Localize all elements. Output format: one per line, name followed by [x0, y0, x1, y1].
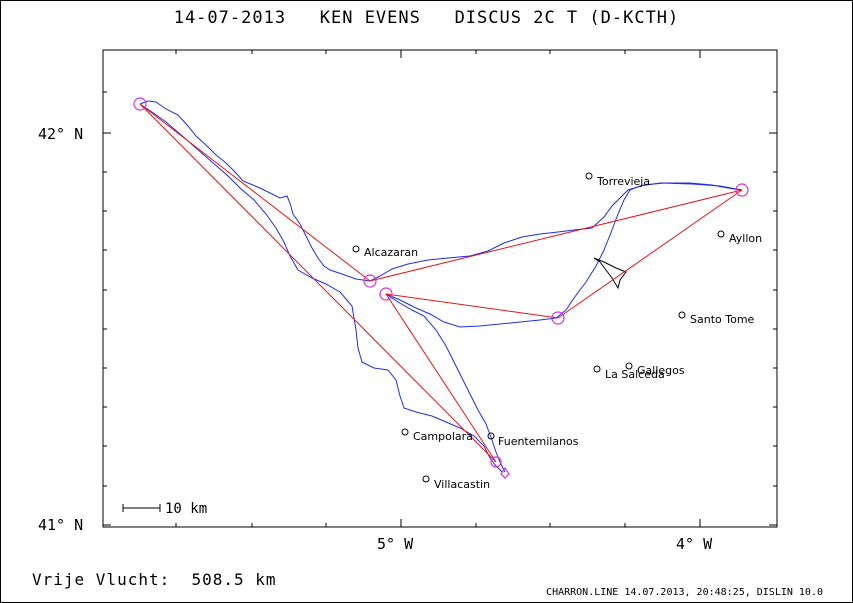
town-dot [585, 172, 593, 180]
town-label: Gallegos [637, 364, 685, 377]
town-label: Campolara [413, 430, 473, 443]
y-label-42n: 42° N [38, 125, 83, 143]
town-dot [422, 475, 430, 483]
town-markers: Torrevieja Alcazaran Ayllon Santo Tome G… [352, 172, 762, 491]
plot-border [102, 49, 778, 528]
town-label: Torrevieja [596, 175, 650, 188]
flight-track-descent [385, 293, 506, 473]
y-label-41n: 41° N [38, 516, 83, 534]
turnpoint-marker [379, 287, 393, 301]
turnpoint-marker [490, 456, 502, 468]
town-dot [678, 311, 686, 319]
x-label-4w: 4° W [676, 535, 713, 553]
credit-line: CHARRON.LINE 14.07.2013, 20:48:25, DISLI… [546, 587, 823, 598]
town-dot [717, 230, 725, 238]
town-label: Ayllon [729, 232, 762, 245]
town-dot [352, 245, 360, 253]
turnpoint-marker [133, 97, 147, 111]
free-flight-distance: Vrije Vlucht: 508.5 km [32, 570, 277, 589]
town-label: Villacastin [434, 478, 490, 491]
flight-track-outbound [139, 103, 503, 473]
turnpoint-marker [735, 183, 749, 197]
scale-bar-label: 10 km [165, 501, 207, 517]
town-dot [487, 432, 495, 440]
task-route [139, 103, 743, 463]
x-label-5w: 5° W [377, 535, 414, 553]
town-label: Fuentemilanos [498, 435, 579, 448]
turnpoint-markers [133, 97, 749, 479]
turnpoint-marker [363, 274, 377, 288]
flight-track-detour [593, 257, 627, 290]
town-dot [401, 428, 409, 436]
axis-ticks [103, 50, 777, 527]
finish-marker [500, 466, 510, 479]
turnpoint-marker [551, 311, 565, 325]
flight-track-return [385, 182, 743, 328]
flight-track [139, 100, 743, 282]
town-label: Santo Tome [690, 313, 755, 326]
town-label: Alcazaran [364, 246, 418, 259]
page-title: 14-07-2013 KEN EVENS DISCUS 2C T (D-KCTH… [173, 8, 680, 28]
town-dot [625, 362, 633, 370]
town-label: La Salceda [605, 368, 665, 381]
scale-bar: 10 km [122, 501, 207, 517]
town-dot [593, 365, 601, 373]
